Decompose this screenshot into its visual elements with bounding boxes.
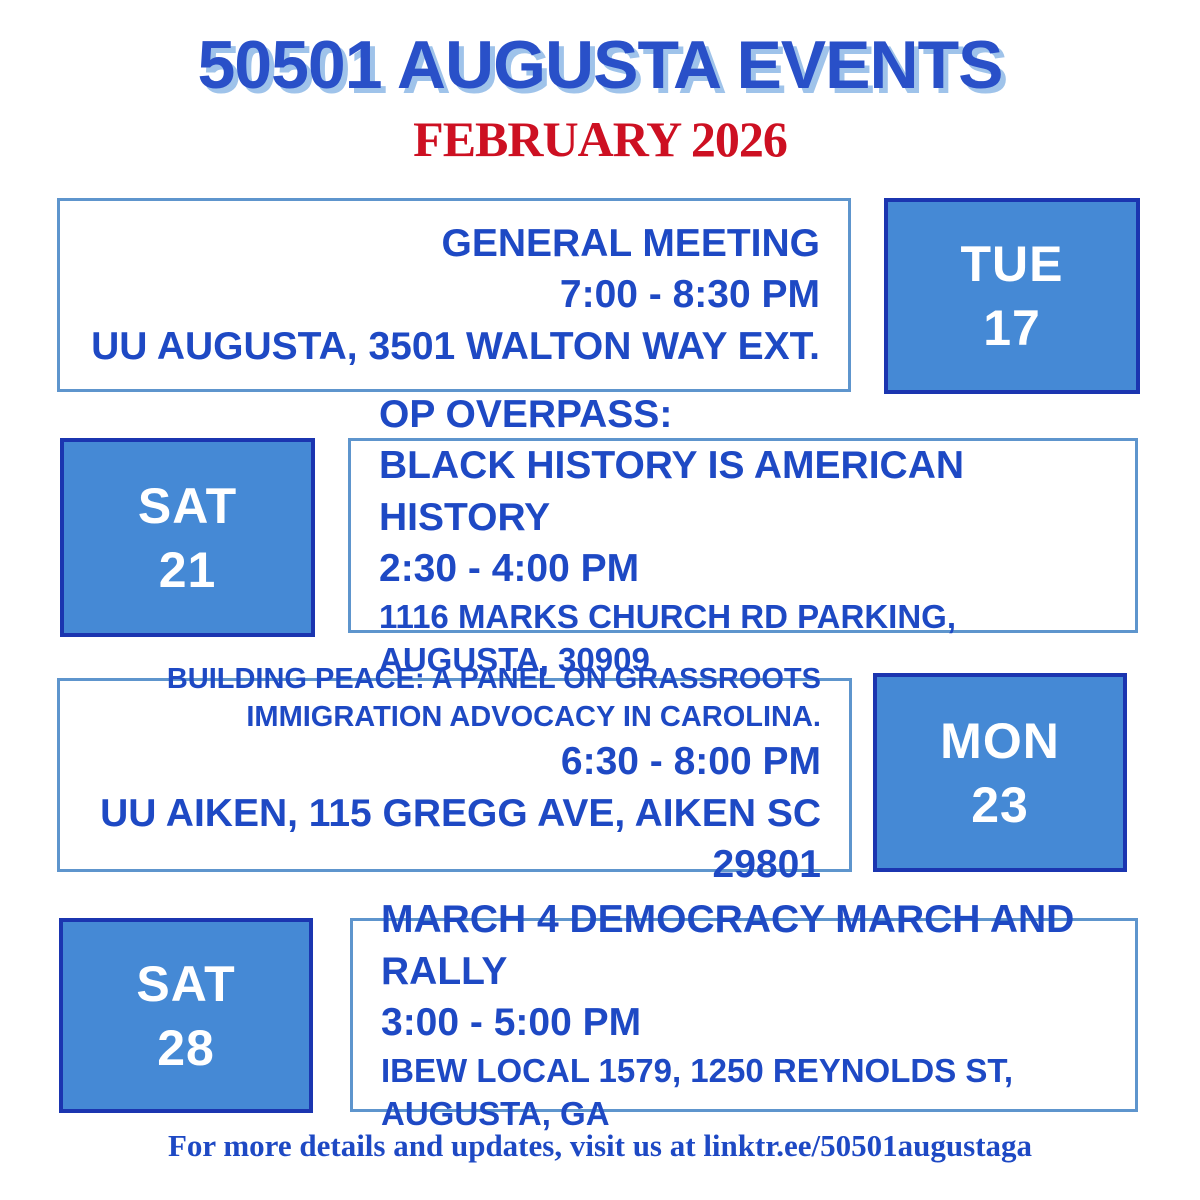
- page-subtitle: FEBRUARY 2026: [413, 111, 788, 167]
- event-date-number: 21: [158, 541, 217, 598]
- event-date-badge-sat-28: SAT 28: [59, 918, 313, 1113]
- event-location: UU AIKEN, 115 GREGG AVE, AIKEN SC 29801: [100, 791, 821, 886]
- event-time: 6:30 - 8:00 PM: [560, 740, 821, 784]
- footer-link-text: For more details and updates, visit us a…: [167, 1128, 1033, 1163]
- event-day-label: SAT: [136, 955, 236, 1012]
- event-card-building-peace: BUILDING PEACE: A PANEL ON GRASSROOTS IM…: [57, 663, 852, 886]
- event-time: 3:00 - 5:00 PM: [381, 1001, 642, 1045]
- event-date-badge-sat-21: SAT 21: [60, 438, 315, 637]
- event-title: GENERAL MEETING: [441, 221, 820, 265]
- event-card-general-meeting: GENERAL MEETING 7:00 - 8:30 PM UU AUGUST…: [57, 198, 851, 392]
- event-time: 2:30 - 4:00 PM: [379, 547, 640, 591]
- event-date-number: 17: [983, 300, 1041, 356]
- event-day-label: MON: [940, 712, 1060, 769]
- event-card-op-overpass: OP OVERPASS: BLACK HISTORY IS AMERICAN H…: [348, 393, 1138, 678]
- event-day-label: SAT: [137, 477, 238, 534]
- event-title: OP OVERPASS: BLACK HISTORY IS AMERICAN H…: [379, 393, 965, 539]
- event-day-label: TUE: [960, 236, 1064, 292]
- event-title: MARCH 4 DEMOCRACY MARCH AND RALLY: [381, 898, 1075, 993]
- event-location: IBEW LOCAL 1579, 1250 REYNOLDS ST, AUGUS…: [381, 1051, 1014, 1133]
- event-location: UU AUGUSTA, 3501 WALTON WAY EXT.: [91, 324, 820, 368]
- event-date-badge-tue-17: TUE 17: [884, 198, 1140, 394]
- event-date-number: 23: [971, 776, 1029, 833]
- event-time: 7:00 - 8:30 PM: [559, 273, 820, 317]
- event-date-number: 28: [157, 1019, 215, 1076]
- event-card-democracy-march: MARCH 4 DEMOCRACY MARCH AND RALLY 3:00 -…: [350, 898, 1138, 1132]
- event-location: 1116 MARKS CHURCH RD PARKING, AUGUSTA, 3…: [379, 597, 956, 679]
- event-date-badge-mon-23: MON 23: [873, 673, 1127, 872]
- event-title: BUILDING PEACE: A PANEL ON GRASSROOTS IM…: [166, 662, 821, 733]
- page-title: 50501 AUGUSTA EVENTS: [197, 27, 1003, 103]
